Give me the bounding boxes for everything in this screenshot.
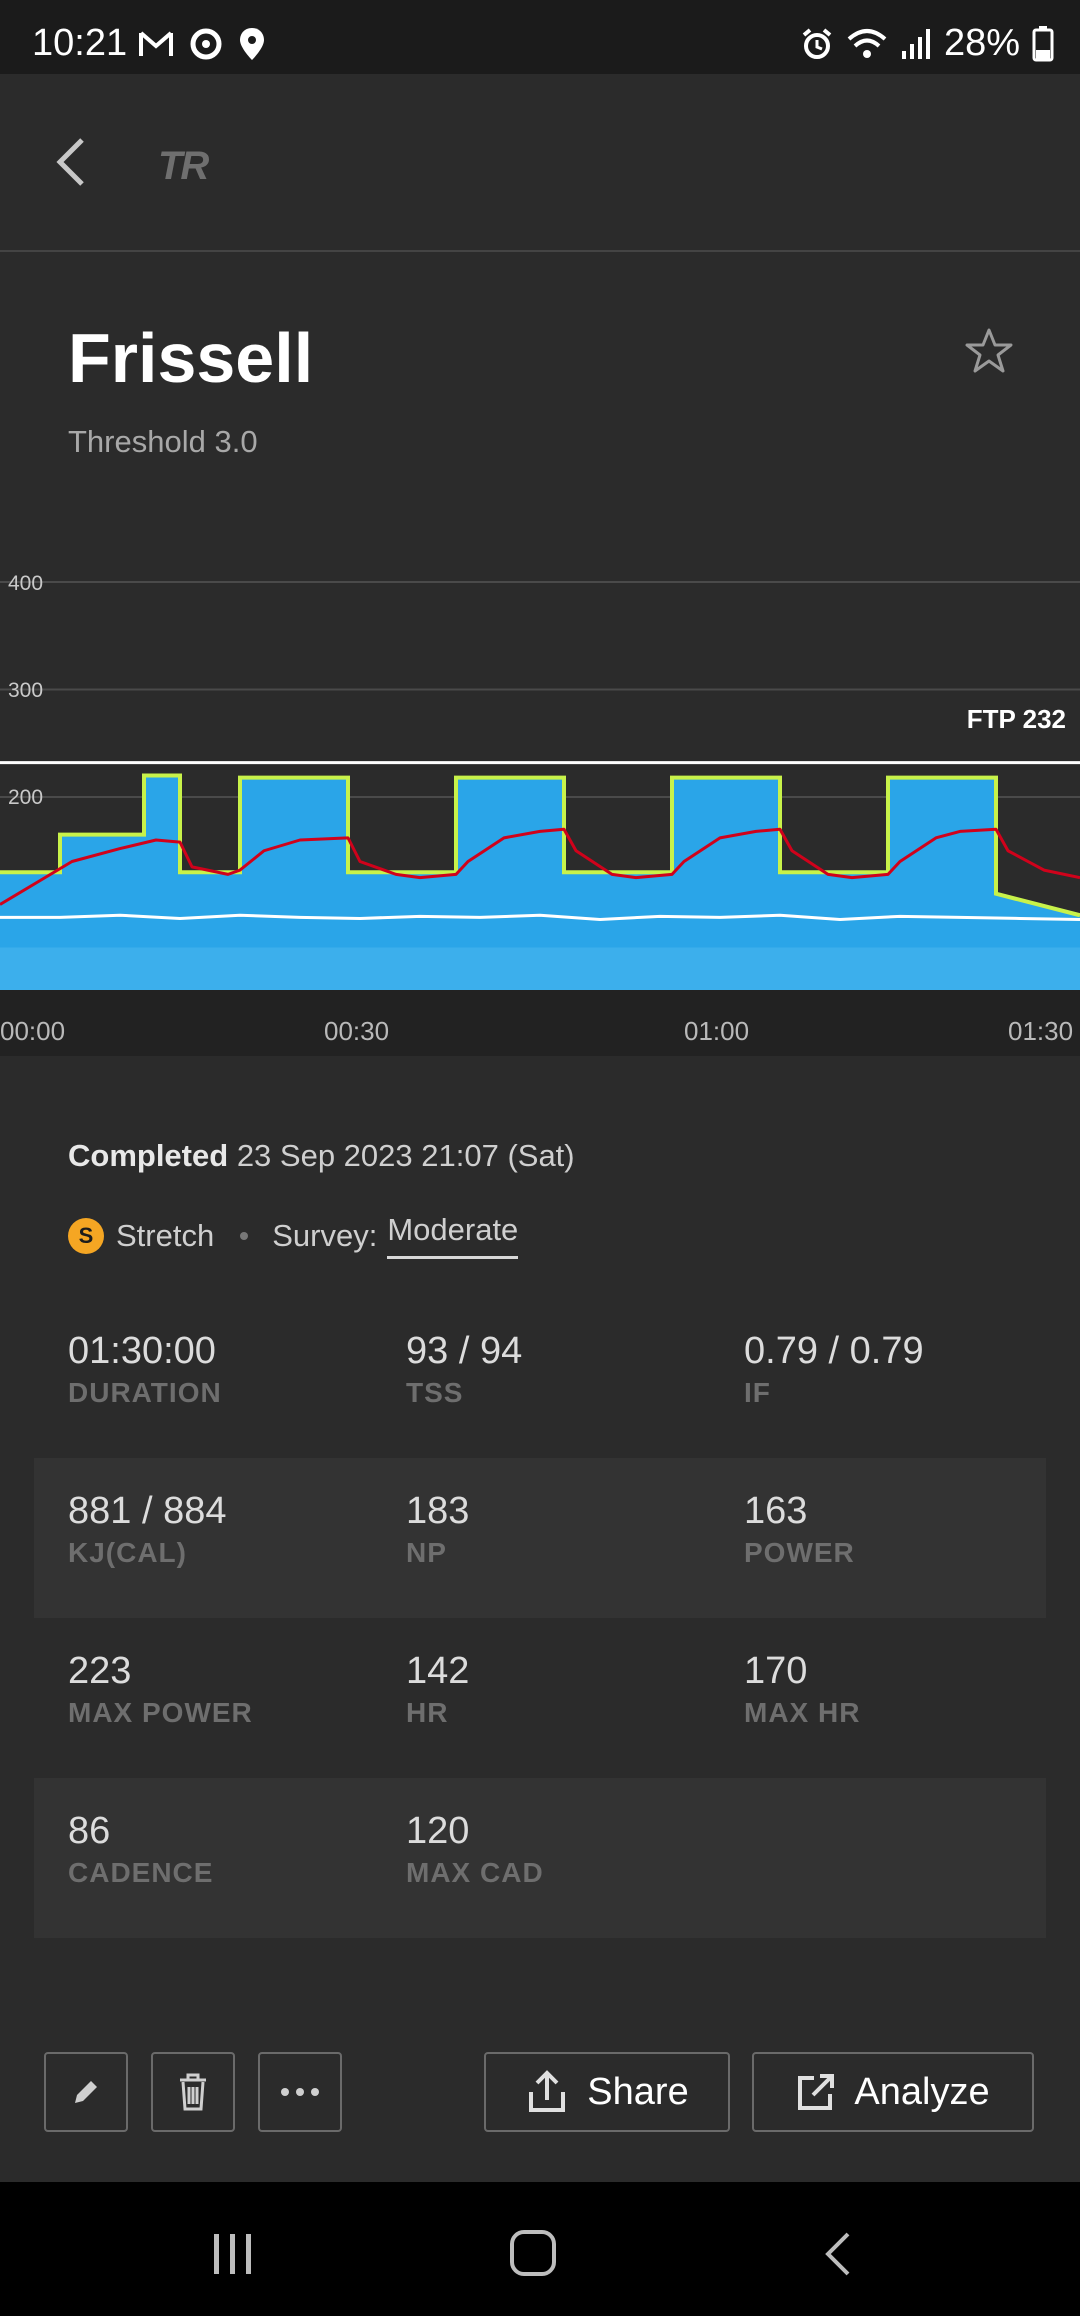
stat-label: HR xyxy=(406,1697,449,1728)
completed-line: Completed 23 Sep 2023 21:07 (Sat) xyxy=(68,1138,575,1174)
wifi-icon xyxy=(847,28,887,58)
y-tick-label: 300 xyxy=(8,679,44,702)
cadence-series-line xyxy=(0,913,1080,922)
star-icon[interactable] xyxy=(964,326,1014,376)
chart-svg xyxy=(0,581,1080,1006)
stats-row: 01:30:00 DURATION 93 / 94 TSS 0.79 / 0.79 I… xyxy=(34,1298,1046,1458)
target-power-outline xyxy=(0,773,1080,918)
share-button[interactable]: Share xyxy=(484,2052,730,2132)
stat-value: 163 xyxy=(744,1490,808,1532)
stretch-badge: S xyxy=(68,1217,104,1254)
stat-power: 163 POWER xyxy=(744,1490,855,1569)
tr-logo: TR xyxy=(158,144,209,188)
y-tick-label: 400 xyxy=(8,572,44,595)
home-icon[interactable] xyxy=(508,2228,558,2278)
stat-value: 183 xyxy=(406,1490,470,1532)
stretch-label: Stretch xyxy=(116,1217,215,1253)
analyze-button[interactable]: Analyze xyxy=(752,2052,1034,2132)
target-power-area xyxy=(0,775,1080,990)
x-tick-label: 00:00 xyxy=(0,1016,66,1046)
stat-np: 183 NP xyxy=(406,1490,469,1569)
battery-percent: 28% xyxy=(943,22,1020,64)
stat-value: 0.79 / 0.79 xyxy=(744,1330,924,1372)
more-button[interactable] xyxy=(258,2052,342,2132)
status-bar: 10:21 28% xyxy=(0,0,1080,74)
survey-value[interactable]: Moderate xyxy=(387,1212,519,1259)
completed-label: Completed xyxy=(68,1138,229,1173)
stat-hr: 142 HR xyxy=(406,1650,469,1729)
stat-cadence: 86 CADENCE xyxy=(68,1810,213,1889)
share-icon xyxy=(529,2070,566,2112)
gmail-icon xyxy=(139,31,173,56)
back-icon[interactable] xyxy=(48,132,92,192)
signal-icon xyxy=(901,28,930,59)
trash-icon xyxy=(180,2073,206,2111)
stat-value: 223 xyxy=(68,1650,132,1692)
stat-label: POWER xyxy=(744,1537,855,1568)
workout-chart[interactable] xyxy=(0,560,1080,1056)
low-zone-band xyxy=(0,947,1080,990)
x-tick-label: 01:30 xyxy=(1008,1016,1074,1046)
stat-tss: 93 / 94 TSS xyxy=(406,1330,522,1409)
stat-if: 0.79 / 0.79 IF xyxy=(744,1330,924,1409)
recents-icon[interactable] xyxy=(208,2232,256,2276)
system-nav-bar xyxy=(0,2182,1080,2316)
x-tick-label: 00:30 xyxy=(324,1016,390,1046)
stat-label: NP xyxy=(406,1537,447,1568)
workout-title: Frissell xyxy=(68,319,314,397)
workout-subtitle: Threshold 3.0 xyxy=(68,424,258,459)
stats-row: 881 / 884 KJ(CAL) 183 NP 163 POWER xyxy=(34,1458,1046,1618)
stat-label: MAX HR xyxy=(744,1697,861,1728)
edit-button[interactable] xyxy=(44,2052,128,2132)
stats-grid: 01:30:00 DURATION 93 / 94 TSS 0.79 / 0.79 I… xyxy=(34,1298,1046,1938)
stat-value: 881 / 884 xyxy=(68,1490,227,1532)
stats-row: 86 CADENCE 120 MAX CAD xyxy=(34,1778,1046,1938)
analyze-label: Analyze xyxy=(854,2070,990,2113)
nav-back-icon[interactable] xyxy=(818,2230,858,2278)
status-time: 10:21 xyxy=(32,22,128,64)
ftp-label: FTP 232 xyxy=(966,704,1066,734)
y-tick-label: 200 xyxy=(8,786,44,809)
stat-label: IF xyxy=(744,1377,771,1408)
stat-value: 01:30:00 xyxy=(68,1330,216,1372)
stat-label: MAX POWER xyxy=(68,1697,253,1728)
more-icon xyxy=(281,2088,319,2096)
share-label: Share xyxy=(587,2070,689,2113)
x-tick-label: 01:00 xyxy=(684,1016,750,1046)
stat-label: KJ(CAL) xyxy=(68,1537,187,1568)
stat-max-hr: 170 MAX HR xyxy=(744,1650,860,1729)
separator-dot xyxy=(240,1231,249,1240)
stat-max-power: 223 MAX POWER xyxy=(68,1650,253,1729)
battery-icon xyxy=(1032,25,1054,61)
external-link-icon xyxy=(798,2074,835,2110)
stat-kj: 881 / 884 KJ(CAL) xyxy=(68,1490,226,1569)
stat-label: CADENCE xyxy=(68,1857,214,1888)
stat-value: 86 xyxy=(68,1810,111,1852)
stat-label: DURATION xyxy=(68,1377,222,1408)
edit-icon xyxy=(75,2081,97,2103)
workout-meta: S Stretch Survey: Moderate xyxy=(68,1212,519,1259)
sync-icon xyxy=(190,28,222,60)
chart-x-axis xyxy=(0,990,1080,1056)
completed-date: 23 Sep 2023 21:07 (Sat) xyxy=(236,1138,575,1173)
stat-max-cad: 120 MAX CAD xyxy=(406,1810,544,1889)
alarm-icon xyxy=(802,27,832,59)
power-series-line xyxy=(0,827,1080,906)
stat-label: TSS xyxy=(406,1377,464,1408)
location-icon xyxy=(240,28,264,60)
stat-duration: 01:30:00 DURATION xyxy=(68,1330,222,1409)
survey-label: Survey: xyxy=(272,1217,378,1253)
stat-value: 170 xyxy=(744,1650,808,1692)
stats-row: 223 MAX POWER 142 HR 170 MAX HR xyxy=(34,1618,1046,1778)
app-bar: TR xyxy=(0,74,1080,252)
stat-label: MAX CAD xyxy=(406,1857,544,1888)
stat-value: 120 xyxy=(406,1810,470,1852)
stat-value: 93 / 94 xyxy=(406,1330,523,1372)
stat-value: 142 xyxy=(406,1650,470,1692)
delete-button[interactable] xyxy=(151,2052,235,2132)
